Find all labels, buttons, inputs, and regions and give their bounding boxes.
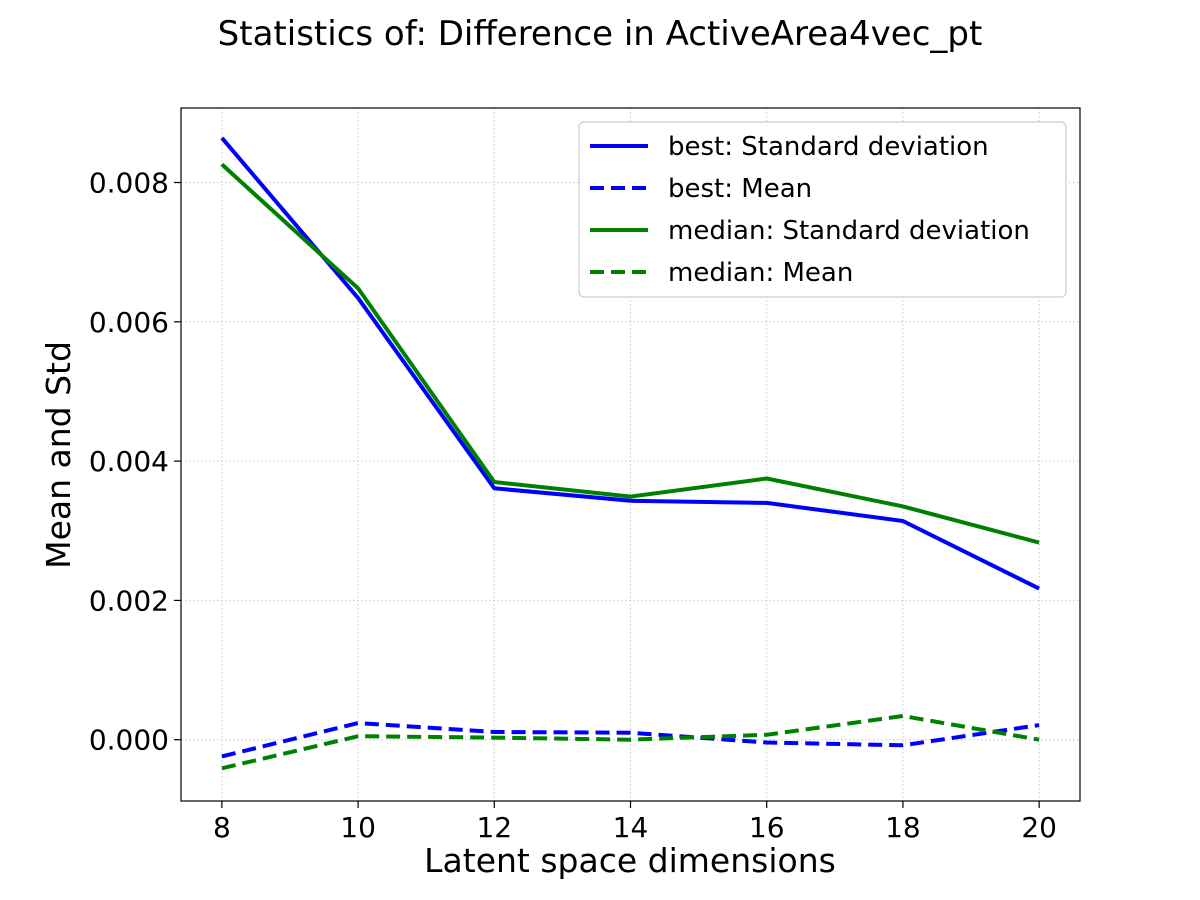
y-tick-label-3: 0.006: [89, 306, 169, 339]
series-line-1: [221, 721, 1040, 759]
series-lines: [220, 136, 1040, 771]
x-axis-ticks: 8 10 12 14 16 18 20: [213, 801, 1057, 844]
x-tick-label-6: 20: [1021, 811, 1057, 844]
x-tick-label-5: 18: [885, 811, 921, 844]
x-tick-label-3: 14: [613, 811, 649, 844]
x-axis-label: Latent space dimensions: [424, 841, 836, 880]
series-line-2: [220, 162, 1040, 545]
legend-label-1: best: Mean: [668, 174, 812, 204]
y-tick-label-4: 0.008: [89, 167, 169, 200]
legend-label-2: median: Standard deviation: [668, 216, 1030, 246]
legend: best: Standard deviation best: Mean median…: [578, 121, 1067, 298]
legend-box: [578, 121, 1067, 298]
x-tick-label-2: 12: [476, 811, 512, 844]
y-tick-label-1: 0.002: [89, 584, 169, 617]
y-axis-ticks: 0.000 0.002 0.004 0.006 0.008: [89, 167, 181, 757]
series-line-3: [221, 714, 1040, 771]
x-tick-label-1: 10: [340, 811, 376, 844]
y-axis-label: Mean and Std: [39, 341, 78, 569]
legend-label-3: median: Mean: [668, 258, 853, 288]
y-tick-label-0: 0.000: [89, 724, 169, 757]
chart-title: Statistics of: Difference in ActiveArea4…: [218, 14, 983, 54]
x-tick-label-4: 16: [749, 811, 785, 844]
series-line-0: [220, 136, 1040, 591]
legend-label-0: best: Standard deviation: [668, 132, 989, 162]
x-tick-label-0: 8: [213, 811, 231, 844]
y-tick-label-2: 0.004: [89, 445, 169, 478]
